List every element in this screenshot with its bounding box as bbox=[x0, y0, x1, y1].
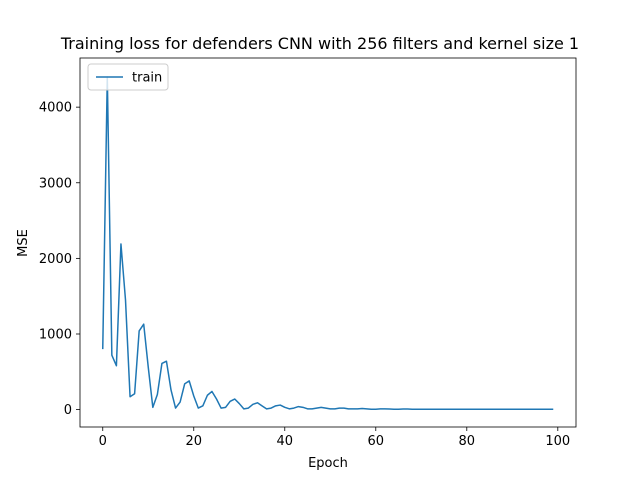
plot-area bbox=[79, 57, 577, 428]
x-tick-label: 20 bbox=[185, 434, 202, 449]
x-axis-label: Epoch bbox=[308, 456, 348, 471]
legend: train bbox=[87, 63, 169, 91]
y-tick-label: 0 bbox=[64, 403, 72, 418]
legend-label: train bbox=[132, 71, 162, 86]
chart-title: Training loss for defenders CNN with 256… bbox=[60, 34, 579, 53]
x-tick-label: 40 bbox=[276, 434, 293, 449]
x-tick-label: 80 bbox=[459, 434, 476, 449]
x-tick-label: 60 bbox=[368, 434, 385, 449]
plot-frame bbox=[79, 57, 577, 428]
x-tick-label: 100 bbox=[545, 434, 570, 449]
y-tick-label: 1000 bbox=[39, 327, 72, 342]
legend-box bbox=[87, 63, 169, 91]
y-tick-label: 3000 bbox=[39, 176, 72, 191]
y-axis-label: MSE bbox=[16, 229, 31, 257]
y-tick-label: 4000 bbox=[39, 101, 72, 116]
series-line-train bbox=[102, 76, 554, 410]
y-tick-label: 2000 bbox=[39, 252, 72, 267]
x-tick-label: 0 bbox=[99, 434, 107, 449]
